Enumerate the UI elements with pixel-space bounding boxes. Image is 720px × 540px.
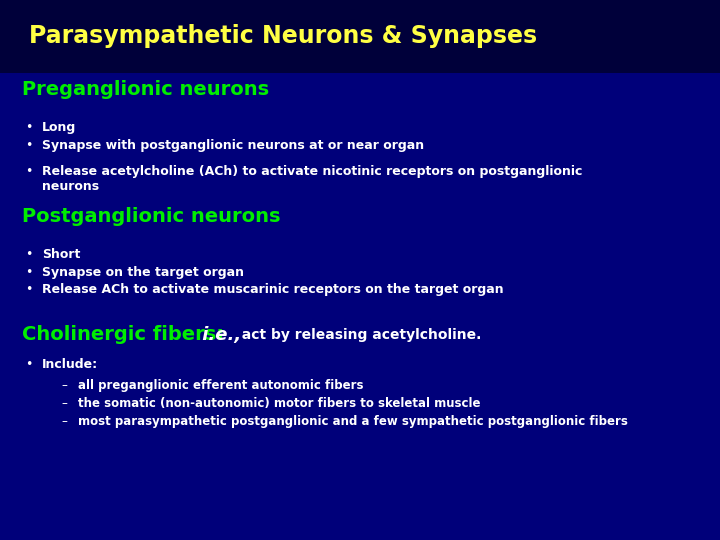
Text: –: – [61,379,67,392]
Text: •: • [25,165,32,178]
Text: Short: Short [42,248,80,261]
Text: •: • [25,139,32,152]
Text: all preganglionic efferent autonomic fibers: all preganglionic efferent autonomic fib… [78,379,364,392]
Text: Release acetylcholine (ACh) to activate nicotinic receptors on postganglionic
ne: Release acetylcholine (ACh) to activate … [42,165,582,193]
Text: i.e.,: i.e., [196,326,241,344]
Text: Cholinergic fibers:: Cholinergic fibers: [22,325,224,345]
Text: •: • [25,283,32,296]
Text: •: • [25,266,32,279]
Text: Parasympathetic Neurons & Synapses: Parasympathetic Neurons & Synapses [29,24,537,49]
Text: –: – [61,397,67,410]
Text: most parasympathetic postganglionic and a few sympathetic postganglionic fibers: most parasympathetic postganglionic and … [78,415,628,428]
Text: •: • [25,122,32,134]
Text: the somatic (non-autonomic) motor fibers to skeletal muscle: the somatic (non-autonomic) motor fibers… [78,397,480,410]
Text: –: – [61,415,67,428]
Text: •: • [25,358,32,371]
Text: Preganglionic neurons: Preganglionic neurons [22,79,269,99]
Text: act by releasing acetylcholine.: act by releasing acetylcholine. [232,328,481,342]
FancyBboxPatch shape [0,0,720,73]
Text: Postganglionic neurons: Postganglionic neurons [22,206,280,226]
Text: Long: Long [42,122,76,134]
Text: Synapse with postganglionic neurons at or near organ: Synapse with postganglionic neurons at o… [42,139,424,152]
Text: •: • [25,248,32,261]
Text: Release ACh to activate muscarinic receptors on the target organ: Release ACh to activate muscarinic recep… [42,283,503,296]
Text: Synapse on the target organ: Synapse on the target organ [42,266,244,279]
Text: Include:: Include: [42,358,98,371]
